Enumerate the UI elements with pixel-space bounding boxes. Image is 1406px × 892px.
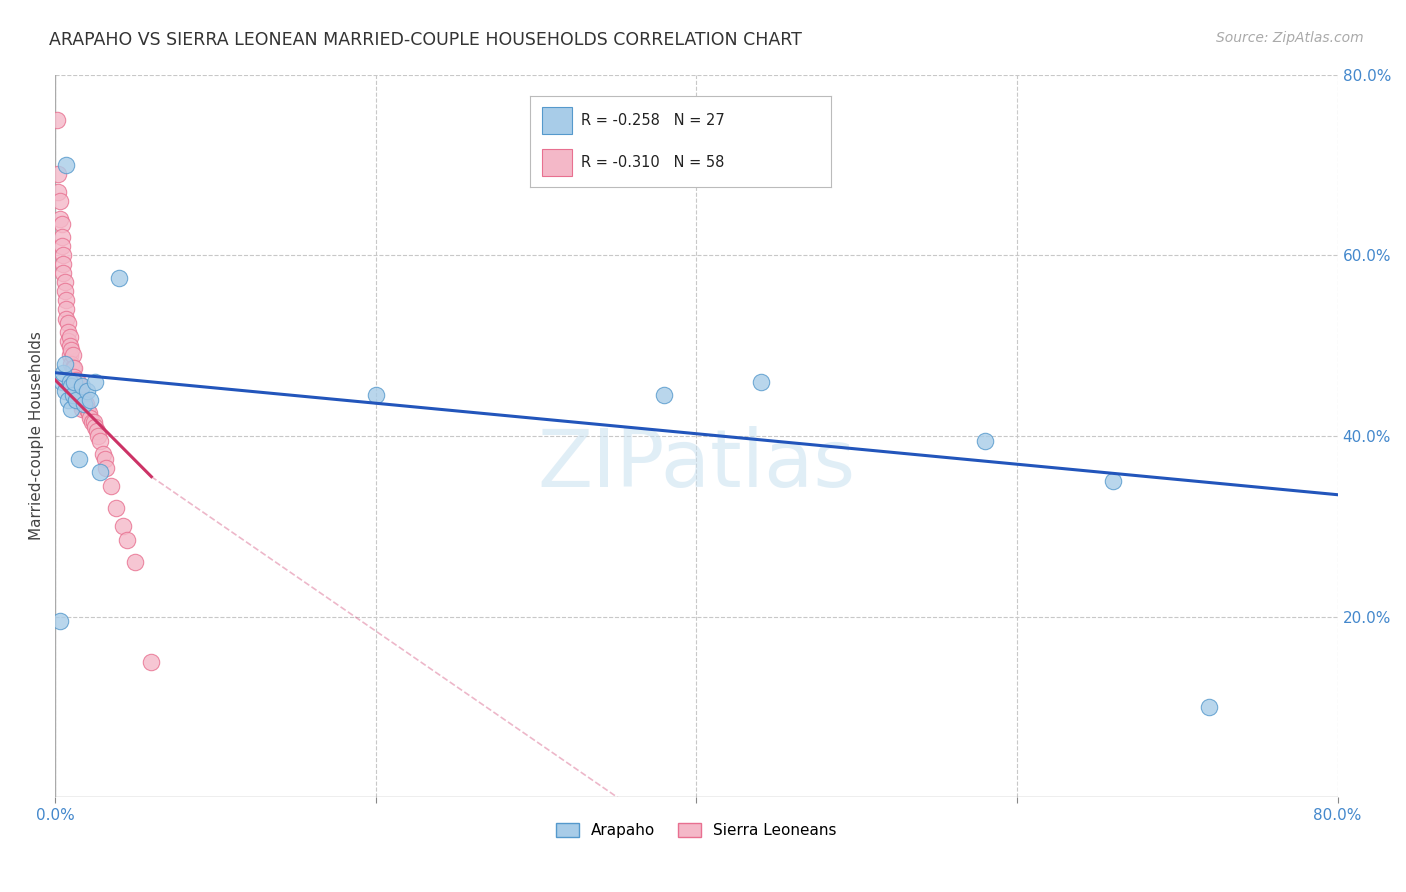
Point [111,519,134,533]
Point [84,375,107,389]
Point [48,167,70,181]
Point [60,357,83,371]
Point [364,388,387,402]
Point [56,334,79,348]
Point [63,361,86,376]
Point [72,392,94,407]
Point [60,379,83,393]
Point [89,465,111,479]
Point [60,343,83,358]
Point [100,478,122,492]
Point [72,401,94,416]
Legend: Arapaho, Sierra Leoneans: Arapaho, Sierra Leoneans [550,817,844,844]
Point [60,401,83,416]
Text: ARAPAHO VS SIERRA LEONEAN MARRIED-COUPLE HOUSEHOLDS CORRELATION CHART: ARAPAHO VS SIERRA LEONEAN MARRIED-COUPLE… [49,31,801,49]
Point [974,434,997,448]
Point [65,373,87,387]
Point [62,388,84,402]
Point [59,375,82,389]
Point [55,293,77,308]
Point [749,375,772,389]
Point [55,158,77,172]
Point [105,501,128,516]
Point [66,375,89,389]
Point [67,384,90,398]
Point [59,329,82,343]
Point [49,212,72,227]
Point [79,411,101,425]
Point [108,270,131,285]
Point [65,379,87,393]
Point [62,361,84,376]
Point [65,392,87,407]
Point [52,257,75,271]
Point [94,451,117,466]
Point [49,614,72,628]
Point [66,384,89,398]
Point [56,392,79,407]
Point [96,460,118,475]
Point [45,112,67,127]
Point [49,194,72,208]
Point [52,366,75,380]
Point [62,348,84,362]
Point [72,379,94,393]
Point [1198,700,1220,714]
Point [84,420,107,434]
Point [73,392,96,407]
Point [83,416,105,430]
Point [69,397,91,411]
Point [59,348,82,362]
Point [55,311,77,326]
Point [63,375,86,389]
Point [63,370,86,384]
Y-axis label: Married-couple Households: Married-couple Households [30,332,44,541]
Point [1102,474,1125,488]
Point [117,533,139,547]
Point [51,230,73,244]
Point [89,434,111,448]
Point [75,397,97,411]
Point [76,401,98,416]
Point [51,375,73,389]
Point [77,406,100,420]
Point [79,392,101,407]
Point [76,384,98,398]
Point [48,185,70,199]
Point [51,239,73,253]
Point [53,357,76,371]
Text: Source: ZipAtlas.com: Source: ZipAtlas.com [1216,31,1364,45]
Point [53,384,76,398]
Point [52,266,75,280]
Point [59,338,82,352]
Point [87,429,110,443]
Point [73,397,96,411]
Point [51,217,73,231]
Point [91,447,114,461]
Point [67,392,90,407]
Point [67,451,90,466]
Point [69,388,91,402]
Point [56,316,79,330]
Point [86,425,108,439]
Point [56,325,79,339]
Point [654,388,676,402]
Point [52,248,75,262]
Point [124,556,146,570]
Point [55,302,77,317]
Text: ZIPatlas: ZIPatlas [537,425,855,504]
Point [53,285,76,299]
Point [53,276,76,290]
Point [80,416,103,430]
Point [141,655,163,669]
